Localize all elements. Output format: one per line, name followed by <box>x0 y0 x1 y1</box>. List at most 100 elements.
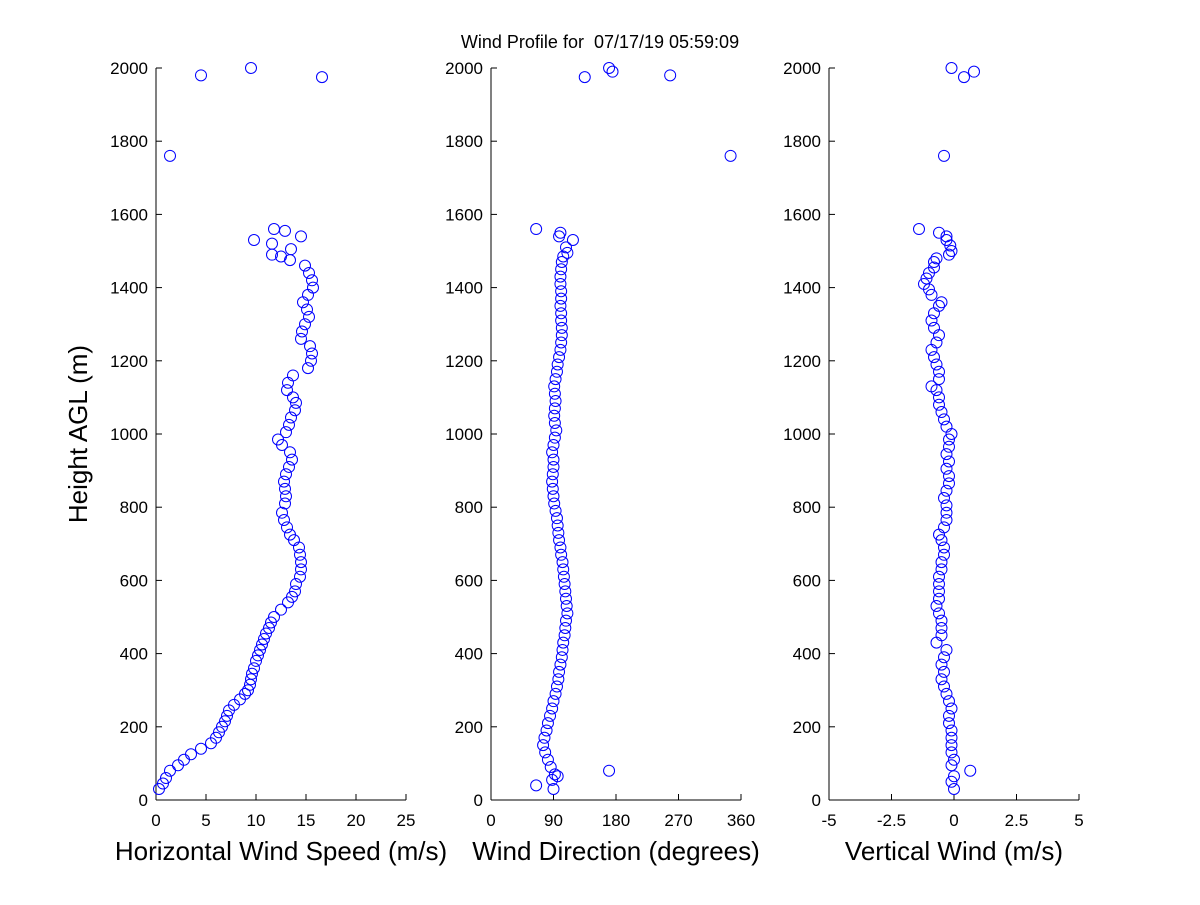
data-point <box>925 380 938 393</box>
data-point <box>258 632 270 645</box>
x-axis-label: Horizontal Wind Speed (m/s) <box>115 836 447 866</box>
data-point <box>578 71 591 84</box>
y-tick-label: 1600 <box>783 205 821 224</box>
data-point <box>943 709 955 722</box>
data-point <box>928 351 940 364</box>
data-point <box>935 556 948 569</box>
data-point <box>938 665 950 678</box>
data-point <box>546 482 559 495</box>
x-tick-label: 360 <box>727 811 755 830</box>
y-tick-label: 600 <box>120 571 148 590</box>
data-point <box>930 336 943 349</box>
data-point <box>928 261 940 274</box>
data-point <box>303 266 315 279</box>
data-point <box>943 477 955 490</box>
data-point <box>282 376 294 389</box>
data-point <box>557 563 570 576</box>
data-point <box>551 519 564 532</box>
data-point <box>925 343 938 356</box>
data-point <box>548 387 561 400</box>
data-point <box>940 687 953 700</box>
data-point <box>554 270 567 283</box>
data-point <box>299 259 311 272</box>
data-point <box>546 702 559 715</box>
data-point <box>933 226 945 239</box>
data-point <box>555 292 568 305</box>
data-point <box>280 490 292 503</box>
data-point <box>539 746 552 759</box>
data-point <box>945 245 958 257</box>
data-point <box>289 585 301 598</box>
x-axis-label: Vertical Wind (m/s) <box>845 836 1063 866</box>
data-point <box>555 314 568 327</box>
y-tick-label: 800 <box>455 498 483 517</box>
data-point <box>266 237 278 250</box>
data-point <box>287 391 299 404</box>
data-point <box>557 570 570 583</box>
data-point <box>938 541 950 554</box>
x-tick-label: 0 <box>486 811 495 830</box>
data-point <box>555 307 568 320</box>
data-point <box>548 402 561 415</box>
data-point <box>285 243 297 256</box>
data-point <box>305 354 317 367</box>
data-point <box>544 761 557 774</box>
data-point <box>260 627 272 640</box>
y-tick-label: 2000 <box>783 59 821 78</box>
y-tick-label: 1200 <box>110 352 148 371</box>
data-point <box>557 636 570 649</box>
data-point <box>940 484 953 497</box>
data-point <box>295 230 307 243</box>
x-tick-label: 0 <box>949 811 958 830</box>
data-point <box>550 424 563 437</box>
data-point <box>933 365 945 378</box>
data-point <box>603 62 616 74</box>
data-point <box>549 395 562 408</box>
data-point <box>252 649 264 662</box>
data-point <box>210 731 222 744</box>
data-point <box>560 592 572 605</box>
data-point <box>925 314 938 327</box>
data-point <box>280 468 292 481</box>
y-tick-label: 200 <box>455 718 483 737</box>
data-point <box>552 526 565 539</box>
data-point <box>558 578 571 591</box>
data-point <box>541 717 554 730</box>
y-tick-label: 1200 <box>783 352 821 371</box>
data-point <box>556 556 569 569</box>
data-point <box>303 310 315 323</box>
data-point <box>943 717 955 730</box>
data-point <box>930 358 943 371</box>
x-tick-label: -5 <box>821 811 836 830</box>
y-tick-label: 1000 <box>110 425 148 444</box>
y-axis-label: Height AGL (m) <box>63 345 93 523</box>
data-point <box>254 643 266 656</box>
data-point <box>943 248 955 261</box>
data-point <box>280 426 292 439</box>
data-point <box>943 470 955 483</box>
data-point <box>945 702 958 715</box>
y-tick-label: 1200 <box>445 352 483 371</box>
data-point <box>537 739 550 752</box>
data-point <box>554 343 567 356</box>
data-point <box>945 62 958 74</box>
y-tick-label: 1600 <box>110 205 148 224</box>
data-point <box>304 340 316 353</box>
y-tick-label: 2000 <box>445 59 483 78</box>
data-point <box>250 654 262 667</box>
data-point <box>940 420 953 433</box>
data-point <box>555 285 568 298</box>
x-tick-label: 270 <box>664 811 692 830</box>
data-point <box>281 384 293 397</box>
data-point <box>554 658 567 671</box>
y-tick-label: 1400 <box>445 279 483 298</box>
data-point <box>938 149 950 162</box>
data-point <box>943 440 955 453</box>
y-tick-label: 200 <box>120 718 148 737</box>
data-point <box>940 499 953 512</box>
data-point <box>933 607 945 620</box>
y-tick-label: 1400 <box>110 279 148 298</box>
data-point <box>943 695 955 708</box>
x-tick-label: 15 <box>297 811 316 830</box>
data-point <box>940 514 953 527</box>
